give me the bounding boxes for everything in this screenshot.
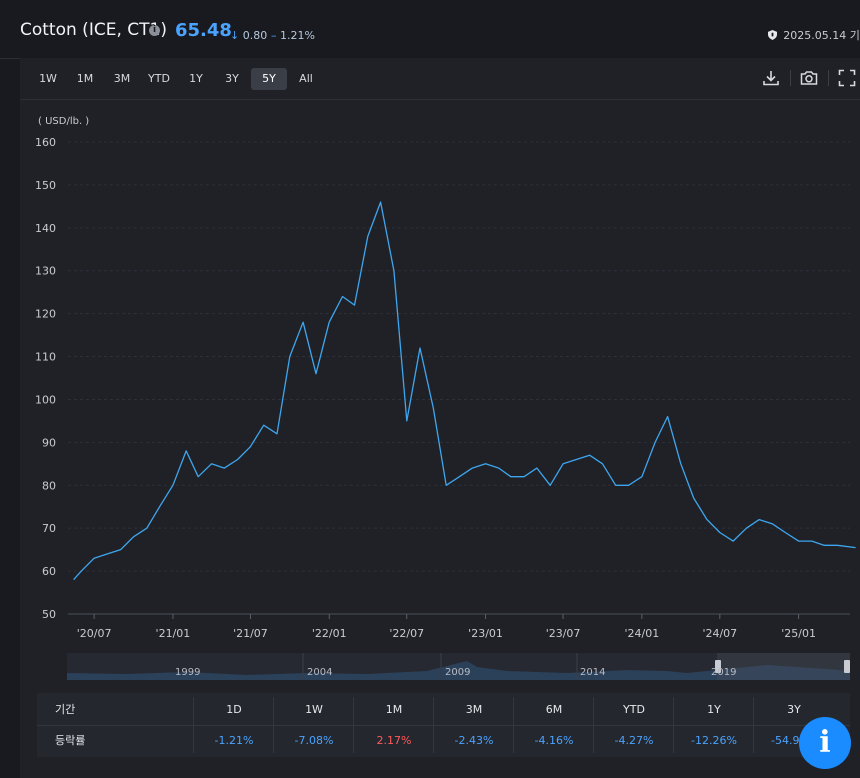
- price-change-value: 0.80: [242, 29, 268, 42]
- info-icon[interactable]: i: [149, 25, 160, 36]
- y-tick-label: 50: [42, 608, 56, 621]
- navigator-left-handle[interactable]: [715, 660, 721, 673]
- x-tick-label: '20/07: [77, 627, 112, 640]
- period-cell: 3Y: [787, 703, 801, 716]
- return-cell: -12.26%: [691, 734, 737, 747]
- return-cell: -1.21%: [214, 734, 254, 747]
- period-cell: 1M: [385, 703, 403, 716]
- returns-table: 기간 1D 1W 1M 3M 6M YTD 1Y 3Y 등락률 -1.21% -…: [37, 693, 850, 757]
- as-of-date: 2025.05.14 기준: [768, 27, 860, 43]
- x-tick-label: '21/01: [156, 627, 191, 640]
- table-divider: [593, 697, 594, 753]
- x-tick-label: '23/01: [468, 627, 503, 640]
- range-3m-button[interactable]: 3M: [113, 72, 131, 85]
- navigator-year-label: 1999: [175, 667, 200, 678]
- x-tick-label: '22/01: [312, 627, 347, 640]
- y-tick-label: 80: [42, 479, 56, 492]
- navigator-right-handle[interactable]: [844, 660, 850, 673]
- return-row: 등락률 -1.21% -7.08% 2.17% -2.43% -4.16% -4…: [37, 726, 850, 756]
- navigator-selection[interactable]: [717, 653, 850, 680]
- chart-panel: 1W 1M 3M YTD 1Y 3Y 5Y All ( USD/lb. ) 50…: [20, 58, 860, 778]
- price-change-percent: – 1.21%: [271, 29, 315, 42]
- period-cell: YTD: [623, 703, 645, 716]
- x-tick-label: '21/07: [233, 627, 268, 640]
- range-5y-button[interactable]: 5Y: [251, 68, 287, 90]
- period-row-label: 기간: [55, 703, 76, 716]
- y-tick-label: 140: [35, 222, 56, 235]
- download-icon[interactable]: [761, 68, 781, 88]
- price-change: ↓ 0.80: [230, 29, 267, 42]
- x-tick-label: '25/01: [781, 627, 816, 640]
- return-cell: -2.43%: [454, 734, 494, 747]
- x-tick-label: '24/01: [624, 627, 659, 640]
- return-cell: -4.27%: [614, 734, 654, 747]
- price-chart: 50 60 70 80 90 100 110 120 130 140 150 160 '20/07 '2…: [35, 136, 856, 640]
- range-1w-button[interactable]: 1W: [39, 72, 57, 85]
- range-3y-button[interactable]: 3Y: [225, 72, 239, 85]
- return-cell: -7.08%: [294, 734, 334, 747]
- return-cell: -4.16%: [534, 734, 574, 747]
- range-navigator[interactable]: 1999 2004 2009 2014 2019: [67, 653, 850, 680]
- range-1y-button[interactable]: 1Y: [189, 72, 203, 85]
- camera-icon[interactable]: [799, 68, 819, 88]
- chart-toolbar: 1W 1M 3M YTD 1Y 3Y 5Y All: [20, 58, 860, 100]
- navigator-year-label: 2014: [580, 667, 605, 678]
- period-cell: 6M: [545, 703, 563, 716]
- page-title: Cotton (ICE, CT1): [20, 20, 167, 40]
- y-tick-label: 90: [42, 436, 56, 449]
- current-price: 65.48: [175, 20, 232, 41]
- arrow-down-icon: ↓: [230, 29, 240, 42]
- toolbar-divider: [828, 70, 829, 86]
- table-divider: [753, 697, 754, 753]
- y-tick-label: 110: [35, 351, 56, 364]
- navigator-chart: 1999 2004 2009 2014 2019: [67, 653, 850, 680]
- y-axis-unit: ( USD/lb. ): [38, 116, 90, 127]
- fullscreen-icon[interactable]: [837, 68, 857, 88]
- period-row: 기간 1D 1W 1M 3M 6M YTD 1Y 3Y: [37, 695, 850, 726]
- x-tick-label: '24/07: [702, 627, 737, 640]
- as-of-date-text: 2025.05.14 기준: [783, 29, 860, 42]
- period-cell: 1D: [226, 703, 242, 716]
- toolbar-divider: [790, 70, 791, 86]
- range-ytd-button[interactable]: YTD: [148, 72, 170, 85]
- y-tick-label: 70: [42, 522, 56, 535]
- shield-icon: [768, 30, 778, 40]
- period-cell: 3M: [465, 703, 483, 716]
- price-line: [73, 201, 856, 581]
- x-tick-label: '23/07: [546, 627, 581, 640]
- y-tick-label: 160: [35, 136, 56, 149]
- range-1m-button[interactable]: 1M: [76, 72, 94, 85]
- navigator-year-label: 2009: [445, 667, 470, 678]
- navigator-year-label: 2019: [711, 667, 736, 678]
- table-divider: [433, 697, 434, 753]
- range-all-button[interactable]: All: [299, 72, 313, 85]
- period-cell: 1W: [305, 703, 323, 716]
- table-divider: [193, 697, 194, 753]
- info-button[interactable]: i: [799, 717, 851, 769]
- return-row-label: 등락률: [55, 734, 86, 747]
- y-tick-label: 100: [35, 393, 56, 406]
- y-tick-label: 60: [42, 565, 56, 578]
- table-divider: [673, 697, 674, 753]
- price-change-percent-value: 1.21%: [280, 29, 315, 42]
- x-tick-label: '22/07: [389, 627, 424, 640]
- table-divider: [353, 697, 354, 753]
- y-tick-label: 130: [35, 265, 56, 278]
- y-tick-label: 150: [35, 179, 56, 192]
- header: Cotton (ICE, CT1) i 65.48 ↓ 0.80 – 1.21%…: [0, 0, 860, 59]
- table-divider: [513, 697, 514, 753]
- table-divider: [273, 697, 274, 753]
- return-cell: 2.17%: [376, 734, 412, 747]
- navigator-year-label: 2004: [307, 667, 332, 678]
- y-tick-label: 120: [35, 308, 56, 321]
- period-cell: 1Y: [707, 703, 721, 716]
- minus-icon: –: [271, 29, 277, 42]
